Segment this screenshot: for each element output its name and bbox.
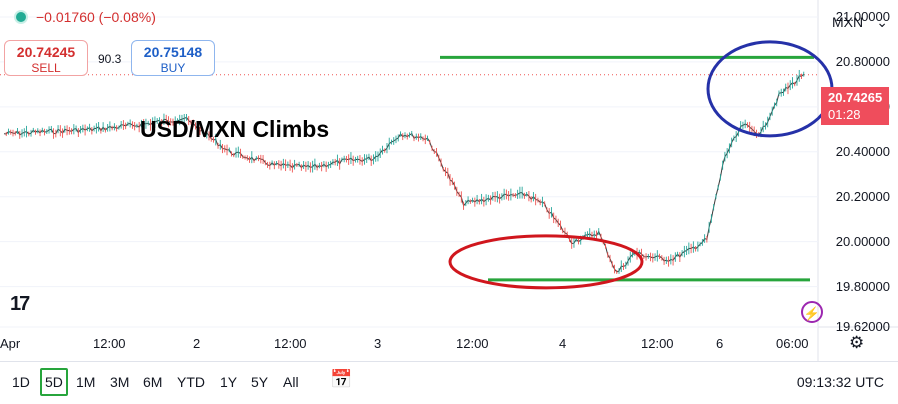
- y-tick-label: 21.00000: [836, 9, 890, 24]
- range-button-1y[interactable]: 1Y: [220, 374, 237, 390]
- range-button-1d[interactable]: 1D: [12, 374, 30, 390]
- x-tick-label: 6: [716, 336, 723, 351]
- x-tick-label: 2: [193, 336, 200, 351]
- y-tick-label: 20.20000: [836, 189, 890, 204]
- calendar-goto-icon[interactable]: 📅: [330, 369, 352, 390]
- sell-button[interactable]: 20.74245 SELL: [4, 40, 88, 76]
- y-tick-label: 20.80000: [836, 54, 890, 69]
- range-button-6m[interactable]: 6M: [143, 374, 162, 390]
- utc-clock[interactable]: 09:13:32 UTC: [797, 374, 884, 390]
- price-series: [4, 70, 806, 274]
- bottom-toolbar: 1D 5D 1M 3M 6M YTD 1Y 5Y All 📅 09:13:32 UTC: [0, 361, 898, 404]
- x-tick-label: 3: [374, 336, 381, 351]
- sell-price: 20.74245: [5, 44, 87, 60]
- range-button-1m[interactable]: 1M: [76, 374, 95, 390]
- range-button-all[interactable]: All: [283, 374, 299, 390]
- x-tick-label: 4: [559, 336, 566, 351]
- change-indicator: −0.01760 (−0.08%): [14, 9, 156, 25]
- current-price-tag: 20.74265 01:28: [821, 87, 889, 125]
- x-tick-label: 12:00: [93, 336, 126, 351]
- buy-price: 20.75148: [132, 44, 214, 60]
- range-button-3m[interactable]: 3M: [110, 374, 129, 390]
- current-price: 20.74265: [828, 89, 889, 106]
- x-tick-label: Apr: [0, 336, 20, 351]
- annotation-ovals: [450, 42, 832, 288]
- range-button-5d[interactable]: 5D: [40, 368, 68, 396]
- y-tick-label: 20.40000: [836, 144, 890, 159]
- x-tick-label: 06:00: [776, 336, 809, 351]
- x-tick-label: 12:00: [456, 336, 489, 351]
- spread-value: 90.3: [98, 52, 121, 66]
- bar-countdown: 01:28: [828, 106, 889, 123]
- gear-icon[interactable]: ⚙: [849, 333, 864, 353]
- flash-icon[interactable]: ⚡: [801, 301, 823, 323]
- y-tick-label: 20.00000: [836, 234, 890, 249]
- x-tick-label: 12:00: [274, 336, 307, 351]
- range-button-5y[interactable]: 5Y: [251, 374, 268, 390]
- x-tick-label: 12:00: [641, 336, 674, 351]
- change-text: −0.01760 (−0.08%): [36, 9, 156, 25]
- buy-label: BUY: [132, 61, 214, 75]
- sell-label: SELL: [5, 61, 87, 75]
- chart-title: USD/MXN Climbs: [140, 116, 329, 143]
- buy-button[interactable]: 20.75148 BUY: [131, 40, 215, 76]
- y-tick-label: 19.62000: [836, 319, 890, 334]
- y-tick-label: 19.80000: [836, 279, 890, 294]
- price-line: [4, 74, 804, 272]
- tradingview-logo-icon[interactable]: 17: [10, 293, 28, 316]
- market-status-icon: [14, 10, 28, 24]
- range-button-ytd[interactable]: YTD: [177, 374, 205, 390]
